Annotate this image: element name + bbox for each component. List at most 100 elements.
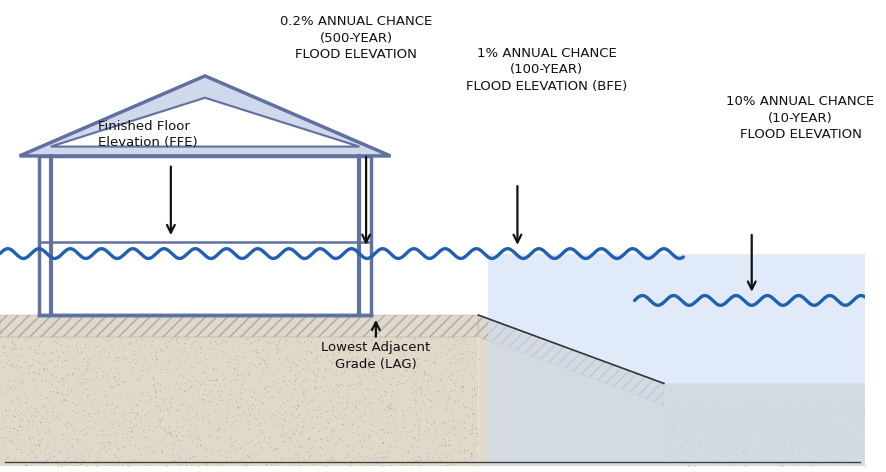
Point: [424, 420, 439, 428]
Point: [672, 432, 686, 440]
Point: [124, 405, 138, 413]
Point: [797, 457, 812, 464]
Point: [666, 448, 680, 455]
Point: [33, 418, 47, 426]
Point: [305, 442, 319, 450]
Point: [682, 448, 696, 455]
Point: [728, 410, 742, 418]
Point: [433, 353, 447, 360]
Point: [273, 454, 287, 462]
Point: [348, 401, 362, 409]
Point: [197, 414, 211, 422]
Point: [385, 380, 399, 388]
Point: [353, 379, 367, 386]
Point: [85, 426, 99, 433]
Point: [277, 354, 291, 361]
Point: [730, 406, 744, 414]
Point: [379, 373, 393, 381]
Point: [214, 396, 228, 404]
Point: [666, 404, 680, 412]
Point: [346, 407, 360, 414]
Point: [104, 420, 118, 427]
Point: [242, 410, 256, 417]
Point: [456, 349, 470, 356]
Point: [734, 447, 749, 455]
Point: [163, 426, 177, 434]
Point: [712, 452, 727, 460]
Point: [100, 400, 114, 408]
Point: [669, 456, 683, 464]
Point: [51, 354, 66, 362]
Point: [342, 350, 356, 357]
Point: [397, 367, 411, 375]
Point: [241, 362, 255, 370]
Point: [841, 413, 855, 421]
Point: [851, 413, 866, 421]
Point: [324, 358, 338, 366]
Point: [132, 373, 146, 381]
Point: [469, 422, 483, 430]
Point: [223, 435, 237, 443]
Point: [451, 396, 465, 404]
Point: [111, 357, 125, 364]
Point: [471, 439, 486, 447]
Point: [308, 445, 323, 452]
Point: [204, 430, 218, 438]
Point: [78, 340, 92, 348]
Point: [839, 444, 853, 452]
Point: [394, 358, 408, 366]
Point: [351, 373, 365, 381]
Point: [23, 345, 37, 352]
Point: [12, 445, 27, 453]
Point: [236, 348, 250, 356]
Point: [55, 412, 69, 419]
Polygon shape: [19, 76, 391, 156]
Point: [199, 363, 214, 371]
Point: [350, 426, 364, 434]
Point: [220, 414, 234, 421]
Point: [153, 423, 167, 431]
Point: [743, 438, 758, 445]
Point: [416, 397, 430, 405]
Point: [290, 436, 304, 444]
Point: [144, 363, 159, 371]
Point: [164, 403, 178, 411]
Point: [339, 358, 354, 366]
Point: [285, 427, 299, 435]
Point: [776, 423, 790, 431]
Point: [135, 371, 149, 379]
Point: [35, 403, 50, 410]
Point: [61, 418, 75, 426]
Point: [363, 337, 377, 344]
Point: [686, 450, 700, 457]
Point: [229, 360, 244, 367]
Point: [793, 421, 807, 428]
Point: [308, 384, 323, 391]
Point: [318, 449, 332, 456]
Point: [276, 338, 291, 346]
Point: [259, 363, 273, 371]
Point: [248, 414, 262, 421]
Point: [97, 347, 111, 354]
Point: [117, 351, 131, 359]
Point: [398, 341, 412, 348]
Point: [124, 433, 138, 440]
Point: [754, 435, 768, 443]
Point: [70, 345, 84, 352]
Point: [441, 417, 455, 424]
Point: [323, 392, 337, 400]
Point: [237, 372, 251, 380]
Point: [84, 397, 98, 405]
Point: [724, 413, 738, 421]
Point: [439, 441, 453, 448]
Point: [308, 354, 323, 362]
Point: [100, 370, 114, 378]
Point: [56, 377, 70, 385]
Point: [761, 433, 775, 440]
Point: [696, 424, 710, 432]
Point: [343, 460, 357, 467]
Point: [128, 414, 142, 422]
Point: [669, 417, 683, 424]
Point: [677, 404, 691, 412]
Point: [311, 455, 325, 463]
